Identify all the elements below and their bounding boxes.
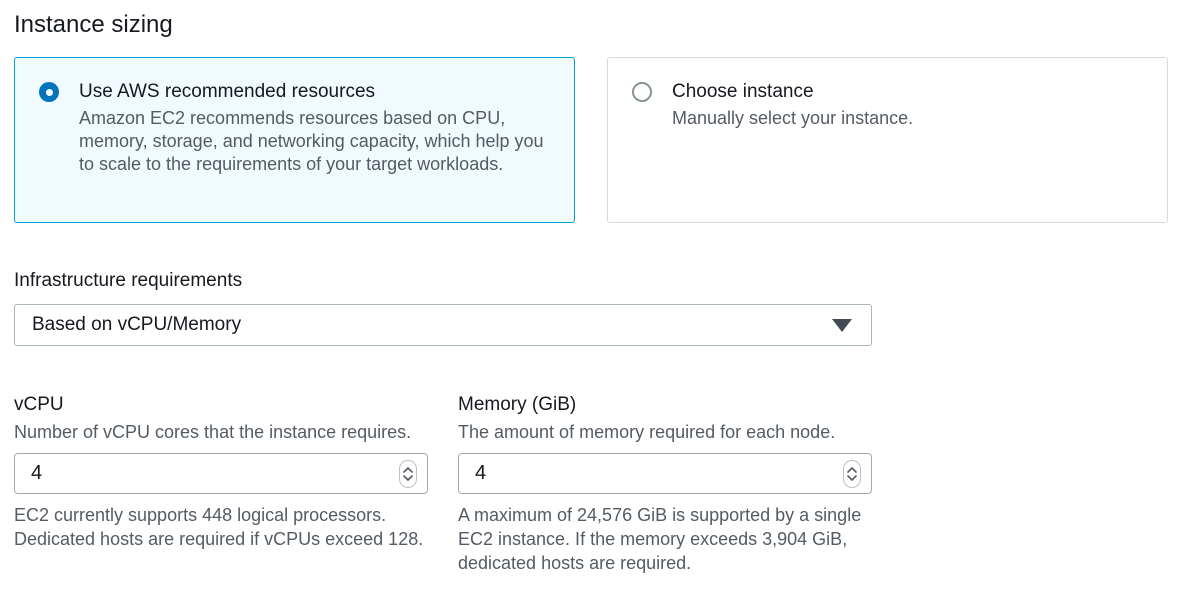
chevron-up-icon xyxy=(847,466,857,473)
sizing-option-card-choose-inner: Choose instance Manually select your ins… xyxy=(632,79,1143,130)
chevron-down-icon xyxy=(847,474,857,481)
sizing-option-card-recommended-inner: Use AWS recommended resources Amazon EC2… xyxy=(39,79,550,176)
vcpu-input-wrap xyxy=(14,453,428,494)
chevron-down-icon xyxy=(403,474,413,481)
page-title: Instance sizing xyxy=(14,11,173,38)
memory-description: The amount of memory required for each n… xyxy=(458,422,836,442)
sizing-option-title: Use AWS recommended resources xyxy=(79,81,376,102)
sizing-option-title: Choose instance xyxy=(672,81,814,102)
sizing-option-description: Amazon EC2 recommends resources based on… xyxy=(79,108,544,174)
vcpu-helper-text: EC2 currently supports 448 logical proce… xyxy=(14,505,424,549)
dropdown-caret-icon xyxy=(832,318,852,332)
sizing-option-recommended-text: Use AWS recommended resources Amazon EC2… xyxy=(79,79,550,176)
vcpu-stepper[interactable] xyxy=(399,459,417,488)
memory-label: Memory (GiB) xyxy=(458,394,577,415)
select-selected-value: Based on vCPU/Memory xyxy=(32,314,242,335)
memory-stepper[interactable] xyxy=(843,459,861,488)
memory-field: Memory (GiB) The amount of memory requir… xyxy=(458,393,872,575)
chevron-up-icon xyxy=(403,466,413,473)
memory-helper-text: A maximum of 24,576 GiB is supported by … xyxy=(458,505,862,573)
radio-selected-icon[interactable] xyxy=(39,82,59,102)
memory-input-wrap xyxy=(458,453,872,494)
vcpu-label: vCPU xyxy=(14,394,64,415)
memory-input[interactable] xyxy=(458,453,872,494)
sizing-option-description: Manually select your instance. xyxy=(672,108,914,128)
infrastructure-requirements-select[interactable]: Based on vCPU/Memory xyxy=(14,304,872,346)
sizing-option-choose-text: Choose instance Manually select your ins… xyxy=(672,79,913,130)
radio-unselected-icon[interactable] xyxy=(632,82,652,102)
instance-sizing-radio-group: Use AWS recommended resources Amazon EC2… xyxy=(14,57,1168,223)
sizing-option-card-recommended[interactable]: Use AWS recommended resources Amazon EC2… xyxy=(14,57,575,223)
vcpu-input[interactable] xyxy=(14,453,428,494)
sizing-fields-row: vCPU Number of vCPU cores that the insta… xyxy=(14,393,872,575)
infrastructure-requirements-label: Infrastructure requirements xyxy=(14,270,243,291)
vcpu-field: vCPU Number of vCPU cores that the insta… xyxy=(14,393,428,575)
sizing-option-card-choose-instance[interactable]: Choose instance Manually select your ins… xyxy=(607,57,1168,223)
vcpu-description: Number of vCPU cores that the instance r… xyxy=(14,422,412,442)
